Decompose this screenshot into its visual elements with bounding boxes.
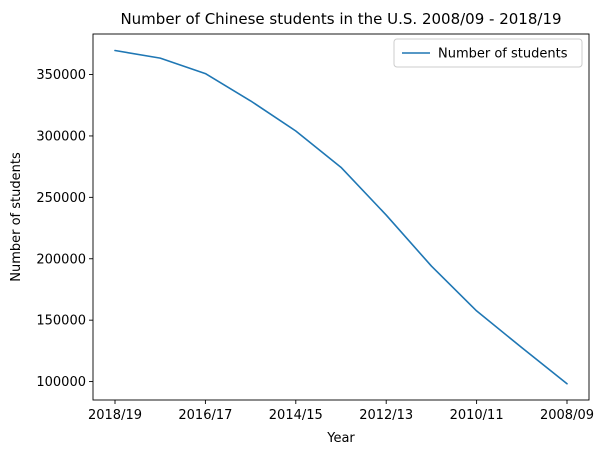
x-tick-label: 2018/19: [88, 408, 142, 423]
x-tick-label: 2014/15: [269, 408, 323, 423]
y-tick-label: 300000: [36, 129, 86, 144]
y-axis-label: Number of students: [9, 152, 24, 282]
y-tick-label: 150000: [36, 314, 86, 329]
x-tick-label: 2010/11: [450, 408, 504, 423]
y-tick-label: 200000: [36, 252, 86, 267]
plot-area: [92, 33, 590, 401]
series-line-0: [114, 49, 568, 385]
legend-label: Number of students: [438, 47, 568, 62]
chart-title: Number of Chinese students in the U.S. 2…: [120, 10, 561, 28]
y-axis: 100000 150000 200000 250000 300000 350000: [36, 68, 93, 390]
x-tick-label: 2012/13: [359, 408, 413, 423]
y-tick-label: 100000: [36, 375, 86, 390]
legend-box: [393, 38, 583, 68]
x-axis-label: Year: [326, 431, 355, 446]
y-tick-label: 250000: [36, 191, 86, 206]
x-tick-label: 2016/17: [178, 408, 232, 423]
plot-frame: [92, 33, 590, 401]
legend: Number of students: [393, 38, 583, 68]
x-tick-label: 2008/09: [540, 408, 594, 423]
x-axis: 2018/19 2016/17 2014/15 2012/13 2010/11 2008/…: [88, 400, 594, 423]
y-tick-label: 350000: [36, 68, 86, 83]
